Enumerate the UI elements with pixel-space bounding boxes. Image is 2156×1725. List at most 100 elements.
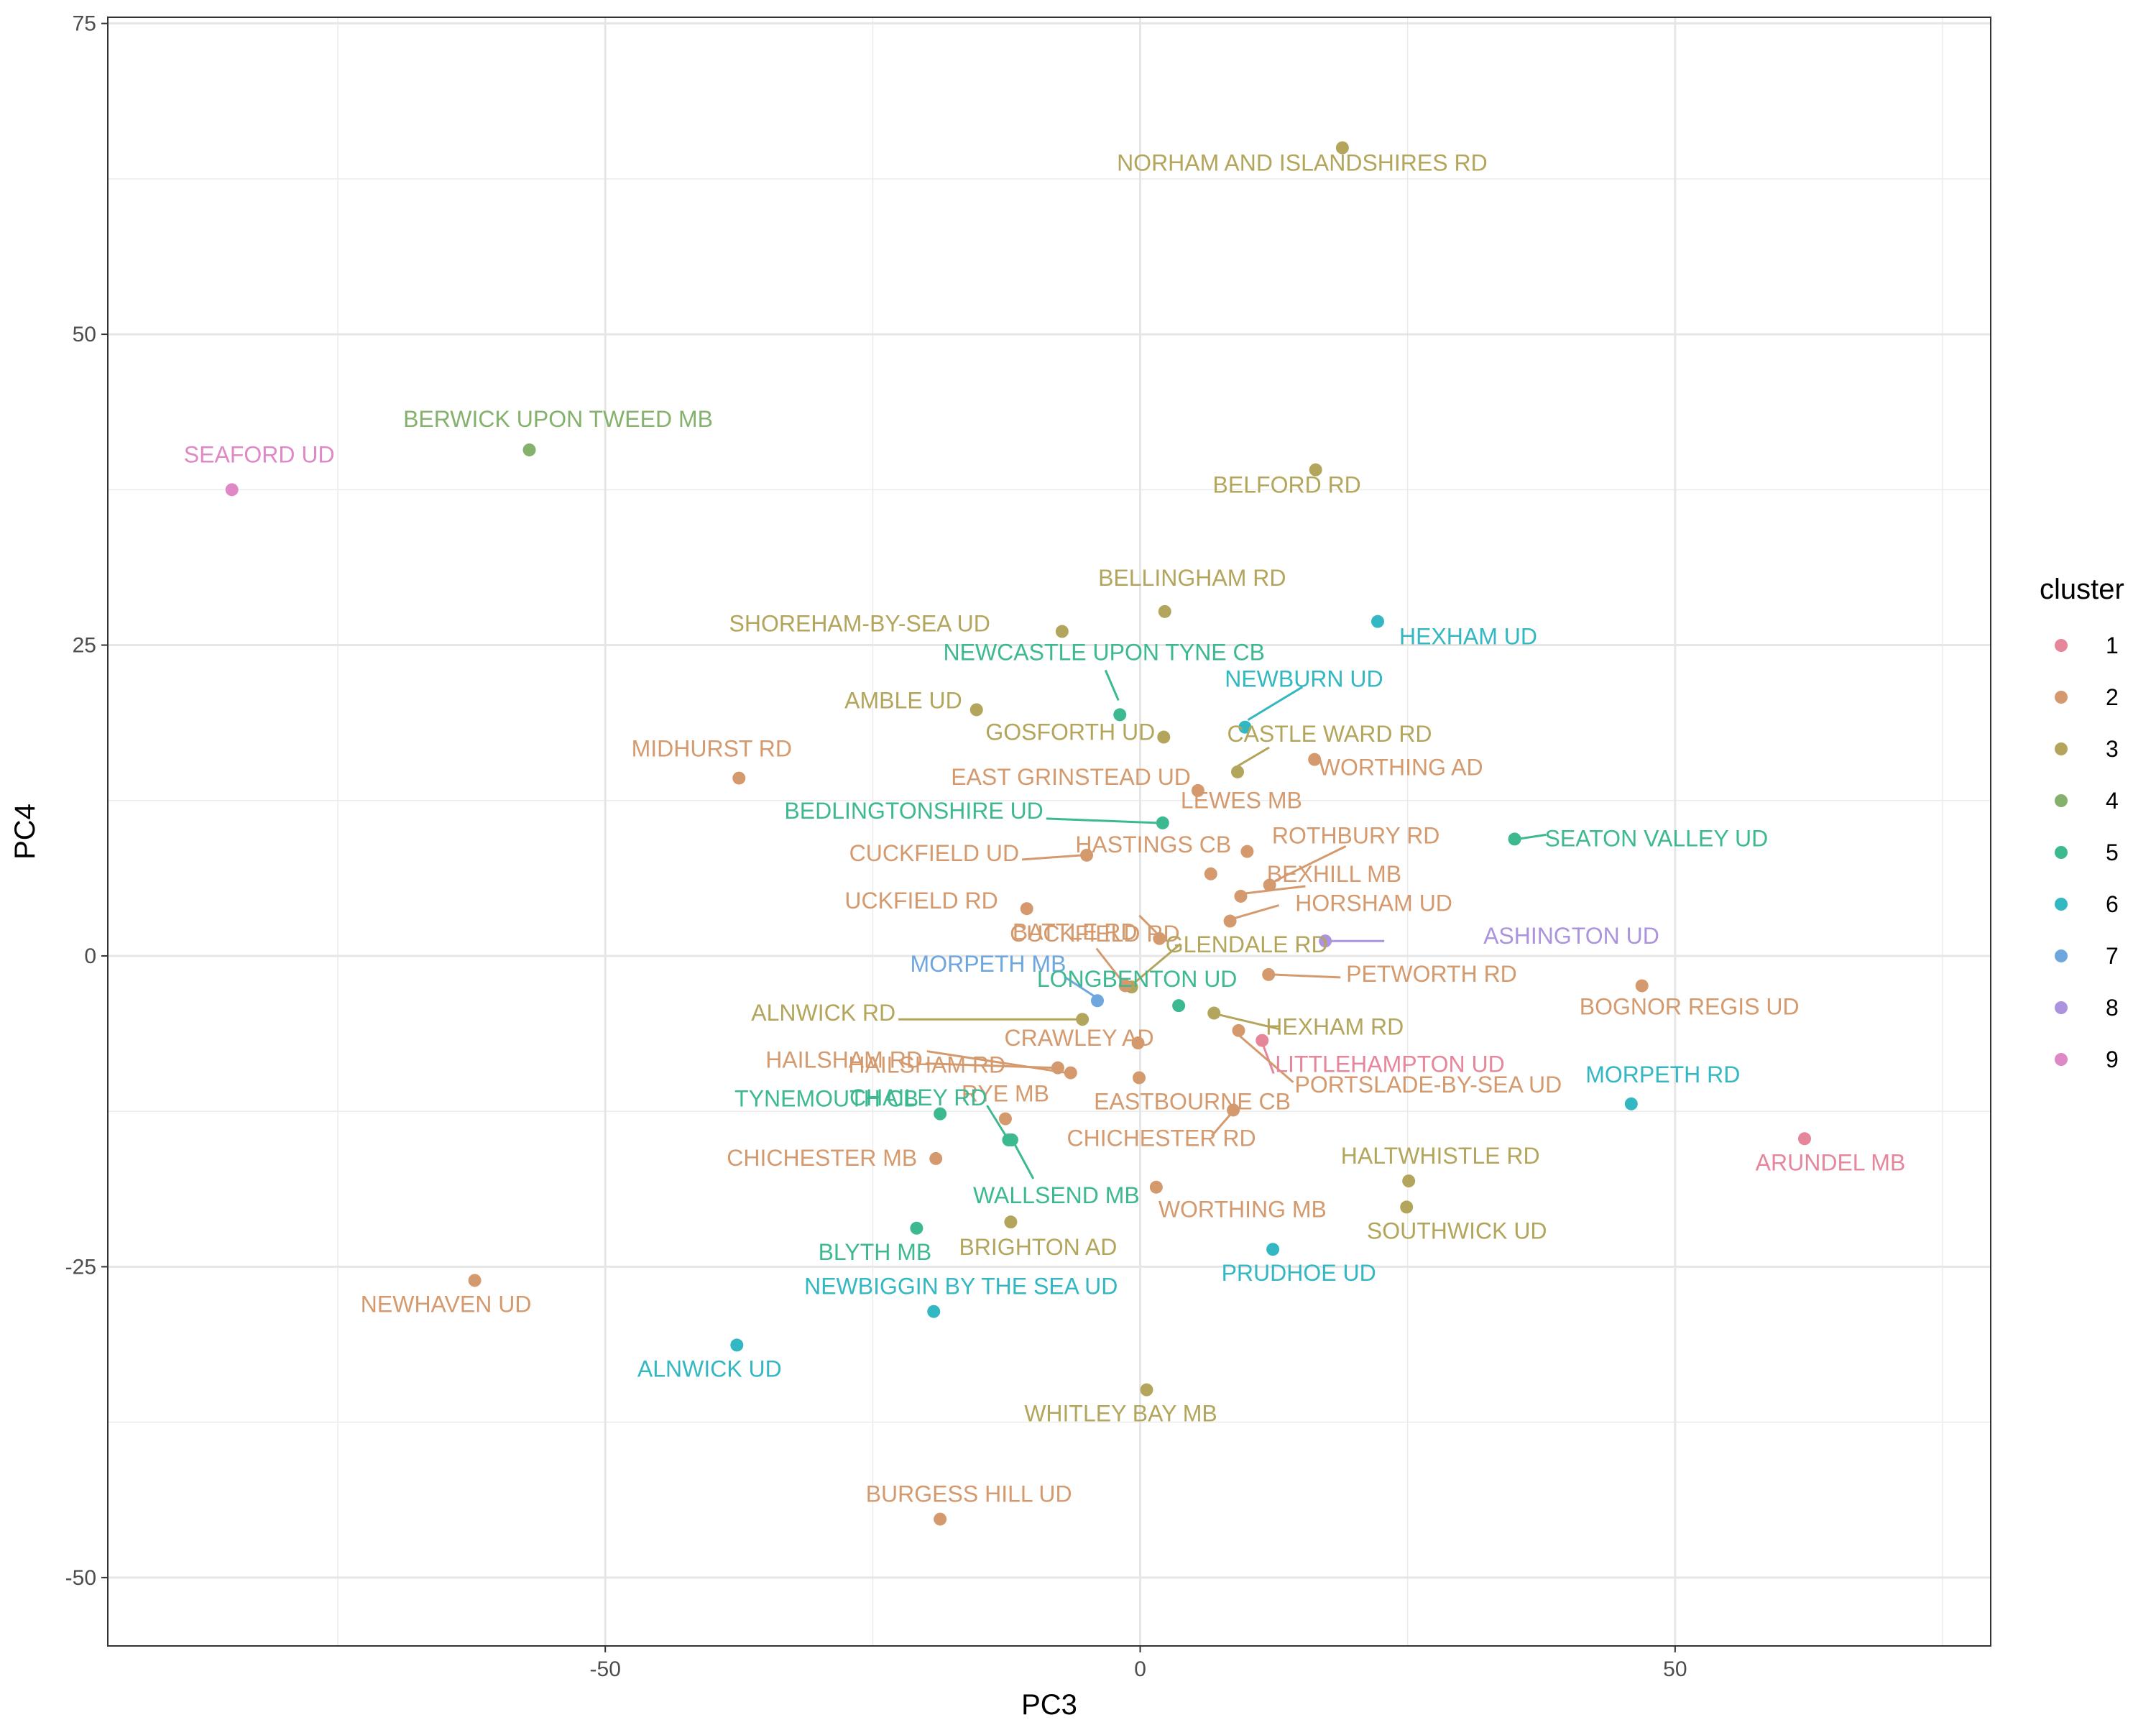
point-label: UCKFIELD RD — [844, 888, 998, 914]
legend-label: 8 — [2106, 995, 2119, 1021]
data-point — [1149, 1180, 1163, 1194]
point-label: WALLSEND MB — [973, 1182, 1140, 1208]
legend-label: 6 — [2106, 891, 2119, 917]
point-label: PRUDHOE UD — [1222, 1260, 1376, 1286]
data-point — [1140, 1383, 1153, 1397]
data-point — [1400, 1200, 1414, 1214]
point-label: EASTBOURNE CB — [1094, 1088, 1291, 1114]
legend-label: 7 — [2106, 943, 2119, 969]
point-label: MORPETH MB — [911, 951, 1067, 977]
point-label: EAST GRINSTEAD UD — [951, 764, 1191, 790]
data-point — [1319, 934, 1332, 948]
legend-key — [2055, 794, 2068, 807]
legend-label: 1 — [2106, 632, 2119, 658]
data-point — [732, 771, 746, 785]
y-tick-label: 75 — [73, 12, 96, 36]
data-point — [1227, 1103, 1240, 1117]
point-label: CASTLE WARD RD — [1227, 721, 1432, 747]
label-connector — [986, 1105, 1007, 1136]
point-label: BEXHILL MB — [1267, 861, 1401, 887]
label-connector — [1095, 947, 1123, 983]
legend-key — [2055, 1001, 2068, 1014]
point-label: PORTSLADE-BY-SEA UD — [1294, 1072, 1562, 1098]
legend-label: 3 — [2106, 736, 2119, 762]
point-label: PETWORTH RD — [1346, 961, 1517, 987]
legend-key — [2055, 742, 2068, 755]
label-connector — [1234, 904, 1279, 919]
point-label: AMBLE UD — [844, 687, 962, 713]
point-label: SEAFORD UD — [184, 441, 335, 467]
legend-key — [2055, 846, 2068, 859]
data-point — [1113, 708, 1127, 722]
data-point — [1508, 832, 1521, 846]
point-label: BELFORD RD — [1213, 472, 1361, 498]
point-label: SEATON VALLEY UD — [1545, 825, 1769, 851]
point-label: ROTHBURY RD — [1272, 822, 1440, 848]
y-tick-label: 0 — [84, 944, 96, 968]
point-label: ARUNDEL MB — [1756, 1149, 1906, 1175]
point-label: NORHAM AND ISLANDSHIRES RD — [1117, 150, 1488, 176]
point-labels: NORHAM AND ISLANDSHIRES RD BERWICK UPON T… — [184, 150, 1906, 1507]
data-point — [468, 1274, 482, 1287]
point-label: HAILSHAM RD — [765, 1047, 923, 1073]
data-point — [1263, 878, 1276, 892]
data-point — [1402, 1174, 1416, 1188]
point-label: BRIGHTON AD — [959, 1234, 1117, 1260]
point-label: WORTHING AD — [1319, 755, 1483, 781]
point-label: NEWBURN UD — [1225, 666, 1383, 692]
point-label: ALNWICK RD — [751, 1000, 895, 1026]
point-label: GLENDALE RD — [1166, 932, 1328, 957]
data-point — [934, 1512, 947, 1526]
data-point — [1256, 1034, 1269, 1047]
label-connector — [1210, 1113, 1232, 1137]
point-label: NEWCASTLE UPON TYNE CB — [944, 639, 1265, 665]
data-point — [1232, 1024, 1245, 1037]
y-tick-label: -25 — [65, 1255, 96, 1279]
data-point — [1158, 604, 1171, 618]
data-point — [1309, 463, 1322, 477]
point-label: RYE MB — [962, 1081, 1049, 1107]
point-label: CUCKFIELD UD — [849, 840, 1019, 866]
x-tick-label: -50 — [590, 1657, 621, 1681]
data-point — [934, 1107, 947, 1121]
y-tick-label: 25 — [73, 634, 96, 658]
label-connector — [1065, 976, 1095, 998]
point-label: BLYTH MB — [819, 1239, 932, 1265]
label-connector — [1138, 914, 1158, 934]
label-connector — [1239, 1035, 1294, 1083]
point-label: WHITLEY BAY MB — [1024, 1401, 1217, 1427]
point-label: MORPETH RD — [1585, 1062, 1740, 1087]
data-point — [1624, 1097, 1638, 1110]
legend-key — [2055, 691, 2068, 704]
data-point — [1191, 783, 1204, 797]
data-point — [1308, 753, 1322, 766]
x-tick-label: 0 — [1134, 1657, 1146, 1681]
y-axis-title: PC4 — [9, 804, 41, 860]
y-tick-label: 50 — [73, 323, 96, 346]
point-label: BURGESS HILL UD — [866, 1481, 1072, 1507]
data-points — [225, 141, 1811, 1526]
point-label: HEXHAM RD — [1266, 1014, 1404, 1040]
data-point — [1131, 1036, 1145, 1050]
point-label: CHICHESTER MB — [727, 1145, 917, 1171]
point-label: BELLINGHAM RD — [1098, 565, 1286, 591]
label-connector — [1517, 833, 1547, 840]
data-point — [225, 483, 239, 497]
point-label: CHAILEY RD — [849, 1085, 987, 1110]
major-gridlines — [108, 17, 1991, 1646]
data-point — [929, 1151, 943, 1165]
label-connector — [1046, 817, 1157, 824]
label-connector — [1274, 845, 1347, 882]
data-point — [1635, 979, 1649, 993]
data-point — [1064, 1066, 1077, 1080]
legend-label: 2 — [2106, 684, 2119, 710]
plot-panel-border — [107, 17, 1991, 1647]
point-label: LITTLEHAMPTON UD — [1275, 1052, 1504, 1077]
point-label: WORTHING MB — [1158, 1197, 1327, 1223]
data-point — [1153, 932, 1166, 945]
data-point — [927, 1305, 941, 1318]
data-point — [730, 1338, 744, 1352]
point-label: HAILSHAM RD — [848, 1052, 1005, 1078]
data-point — [1207, 1006, 1221, 1020]
data-point — [1051, 1061, 1064, 1075]
